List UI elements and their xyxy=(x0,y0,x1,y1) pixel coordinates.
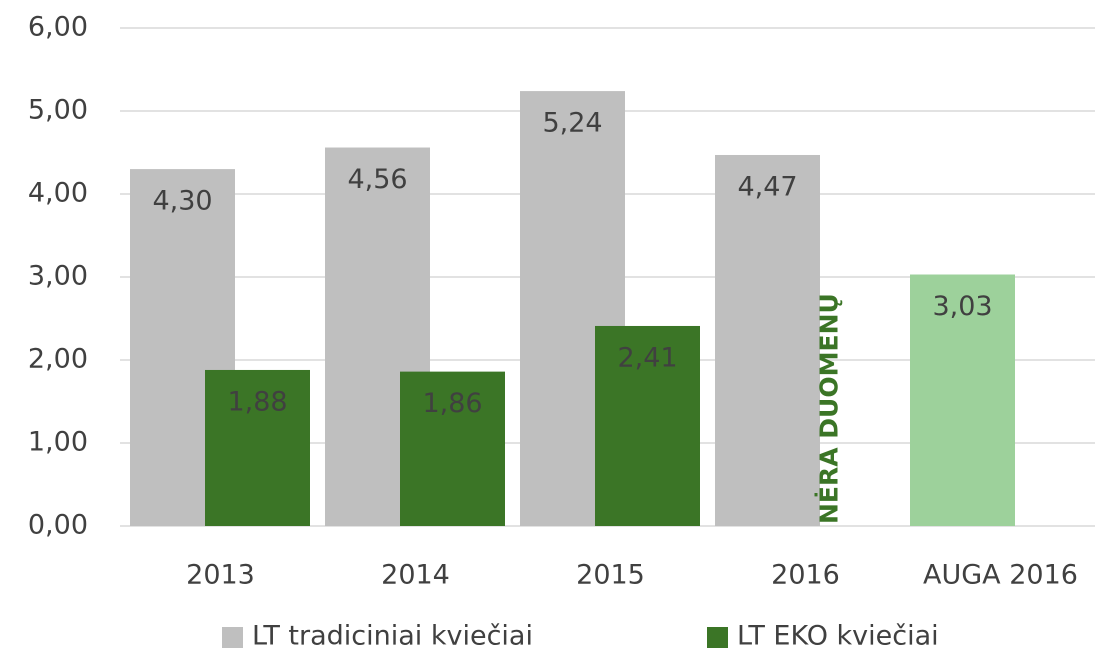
y-tick-label: 2,00 xyxy=(28,344,88,375)
x-tick-label: AUGA 2016 xyxy=(923,560,1078,591)
y-tick-label: 1,00 xyxy=(28,427,88,458)
data-label: 1,88 xyxy=(227,386,287,417)
x-tick-label: 2015 xyxy=(576,560,645,591)
legend-label: LT EKO kviečiai xyxy=(737,621,939,652)
x-tick-label: 2014 xyxy=(381,560,450,591)
data-label: 4,56 xyxy=(347,164,407,195)
annotation: NĖRA DUOMENŲ xyxy=(814,293,844,524)
data-label: 4,30 xyxy=(152,186,212,217)
legend-swatch xyxy=(707,627,728,648)
data-label: 5,24 xyxy=(542,108,602,139)
y-tick-label: 3,00 xyxy=(28,261,88,292)
bar xyxy=(205,369,310,526)
data-label: 3,03 xyxy=(932,291,992,322)
data-label: 1,86 xyxy=(422,388,482,419)
data-label: 2,41 xyxy=(617,342,677,373)
x-tick-label: 2013 xyxy=(186,560,255,591)
y-tick-label: 5,00 xyxy=(28,95,88,126)
y-tick-label: 0,00 xyxy=(28,510,88,541)
bar xyxy=(400,371,505,526)
bar xyxy=(595,325,700,526)
legend-swatch xyxy=(222,627,243,648)
x-tick-label: 2016 xyxy=(771,560,840,591)
bar xyxy=(910,274,1015,526)
data-label: 4,47 xyxy=(737,171,797,202)
y-tick-label: 6,00 xyxy=(28,12,88,43)
bar xyxy=(715,154,820,527)
legend-label: LT tradiciniai kviečiai xyxy=(252,621,533,652)
y-tick-label: 4,00 xyxy=(28,178,88,209)
